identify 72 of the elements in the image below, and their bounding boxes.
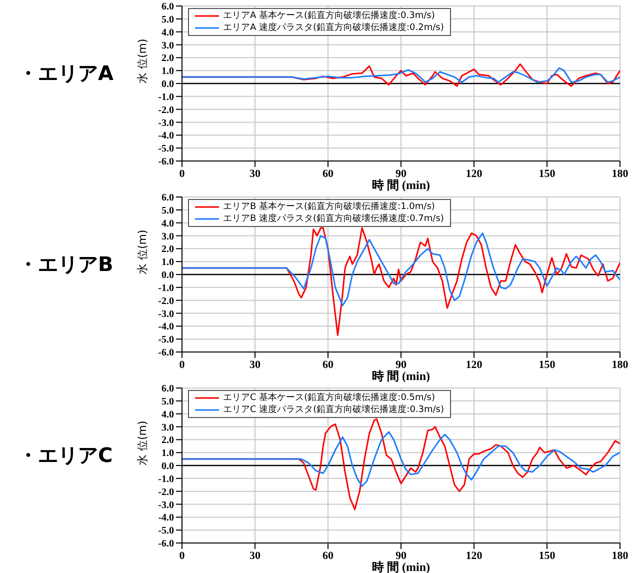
y-tick-label: -1.0 [158,474,174,485]
y-tick-label: 0.0 [162,270,174,282]
y-tick-label: 4.0 [162,218,174,230]
x-tick-label: 120 [466,358,483,371]
y-tick-label: -2.0 [158,104,174,116]
y-tick-label: 6.0 [162,384,174,395]
y-tick-label: -5.0 [158,526,174,537]
y-tick-label: -6.0 [158,538,174,550]
y-tick-label: -4.0 [158,322,174,333]
y-tick-label: 2.0 [162,244,174,256]
y-tick-label: 6.0 [162,192,174,204]
y-tick-label: 5.0 [162,14,174,26]
x-tick-label: 60 [322,358,334,371]
y-axis-title: 水 位(m) [136,230,149,274]
x-tick-label: 30 [250,550,261,562]
legend-label: エリアA 基本ケース(鉛直方向破壊伝播速度:0.3m/s) [223,10,435,22]
y-tick-label: 0.0 [162,79,174,90]
y-tick-label: 1.0 [162,257,174,268]
y-tick-label: -4.0 [158,130,174,142]
y-tick-label: 1.0 [162,66,174,78]
y-axis-title: 水 位(m) [136,38,149,84]
legend-label: エリアC 速度パラスタ(鉛直方向破壊伝播速度:0.3m/s) [223,404,444,416]
y-tick-label: -6.0 [158,348,174,359]
x-tick-label: 30 [250,358,261,371]
x-tick-label: 0 [179,358,186,371]
y-tick-label: -3.0 [158,500,174,511]
y-tick-label: -5.0 [158,144,174,155]
y-tick-label: 0.0 [162,461,174,472]
y-tick-label: 6.0 [162,2,174,13]
y-tick-label: -3.0 [158,118,174,129]
x-tick-label: 150 [538,168,556,180]
y-tick-label: 4.0 [162,27,174,38]
y-tick-label: 1.0 [162,448,174,460]
legend-label: エリアB 基本ケース(鉛直方向破壊伝播速度:1.0m/s) [223,201,435,213]
x-tick-label: 90 [396,168,407,180]
y-tick-label: -4.0 [158,512,174,524]
y-tick-label: 3.0 [162,40,174,52]
x-tick-label: 150 [538,550,556,562]
text: ・エリアB [18,252,114,276]
legend-label: エリアC 基本ケース(鉛直方向破壊伝播速度:0.5m/s) [223,392,436,404]
x-tick-label: 180 [612,168,629,180]
y-tick-label: 5.0 [162,396,174,408]
x-tick-label: 180 [612,358,629,371]
x-tick-label: 30 [250,168,261,180]
y-tick-label: -3.0 [158,308,174,320]
x-tick-label: 60 [322,168,334,180]
x-tick-label: 120 [466,168,483,180]
x-tick-label: 150 [538,358,556,371]
x-tick-label: 180 [612,550,629,562]
y-axis-title: 水 位(m) [136,420,149,466]
x-tick-label: 90 [396,550,407,562]
y-tick-label: 3.0 [162,422,174,434]
legend-label: エリアA 速度パラスタ(鉛直方向破壊伝播速度:0.2m/s) [223,22,444,34]
y-tick-label: 2.0 [162,435,174,446]
y-tick-label: -2.0 [158,486,174,498]
x-tick-label: 60 [322,550,334,562]
text: ・エリアC [18,443,113,467]
y-tick-label: 5.0 [162,205,174,216]
x-tick-label: 0 [179,168,186,180]
y-tick-label: -6.0 [158,156,174,168]
x-tick-label: 90 [396,358,407,371]
y-tick-label: 4.0 [162,409,174,420]
y-tick-label: 2.0 [162,53,174,64]
text: ・エリアA [18,61,114,85]
y-tick-label: -1.0 [158,92,174,103]
x-tick-label: 120 [466,550,483,562]
x-tick-label: 0 [179,550,186,562]
y-tick-label: -5.0 [158,334,174,346]
y-tick-label: 3.0 [162,231,174,242]
y-tick-label: -2.0 [158,296,174,307]
legend-label: エリアB 速度パラスタ(鉛直方向破壊伝播速度:0.7m/s) [223,213,444,225]
y-tick-label: -1.0 [158,282,174,294]
